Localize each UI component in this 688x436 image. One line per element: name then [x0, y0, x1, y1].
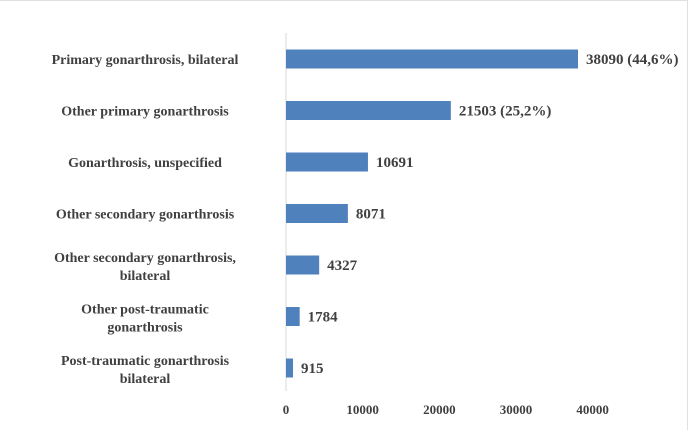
bar [286, 101, 451, 120]
category-label: Post-traumatic gonarthrosis bilateral [61, 354, 230, 387]
bar [286, 204, 348, 223]
category-label: Gonarthrosis, unspecified [68, 156, 222, 171]
data-label: 915 [301, 361, 324, 377]
category-label: Other secondary gonarthrosis, bilateral [54, 251, 236, 284]
bar [286, 358, 294, 378]
bar [286, 152, 368, 172]
data-label: 38090 (44,6%) [586, 52, 679, 68]
category-label: Primary gonarthrosis, bilateral [52, 53, 239, 68]
x-tick-label: 0 [283, 402, 290, 417]
bar [286, 49, 578, 69]
data-label: 4327 [327, 258, 358, 274]
category-axis: Primary gonarthrosis, bilateral Other pri… [52, 33, 287, 391]
value-axis-ticks: 0 10000 20000 30000 40000 [283, 402, 609, 417]
data-label: 8071 [356, 207, 386, 223]
x-tick-label: 20000 [423, 402, 456, 417]
data-label: 1784 [308, 310, 339, 326]
x-tick-label: 10000 [346, 402, 379, 417]
bar-series [286, 49, 578, 378]
data-label: 21503 (25,2%) [459, 104, 551, 120]
x-tick-label: 30000 [500, 402, 533, 417]
data-labels: 38090 (44,6%) 21503 (25,2%) 10691 8071 4327 1… [301, 52, 678, 377]
bar [286, 255, 320, 275]
x-tick-label: 40000 [576, 402, 609, 417]
category-label: Other secondary gonarthrosis [56, 208, 235, 223]
category-label: Other post-traumatic gonarthrosis [81, 303, 209, 336]
data-label: 10691 [376, 155, 414, 171]
bar [286, 307, 300, 326]
category-label: Other primary gonarthrosis [61, 105, 229, 120]
